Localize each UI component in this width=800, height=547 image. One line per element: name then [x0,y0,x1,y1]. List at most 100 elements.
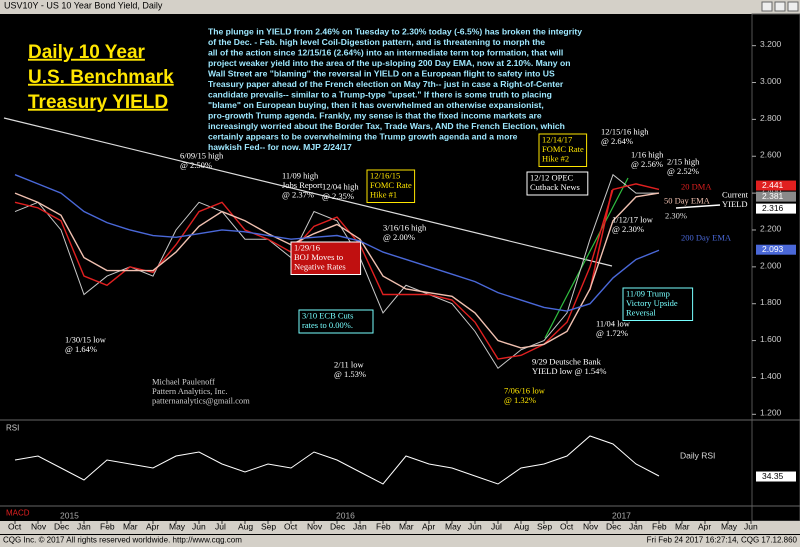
x-tick-label: Apr [698,521,711,531]
x-tick-label: Dec [606,521,622,531]
annotation: 1/12/17 low [612,214,654,224]
y-tick-label: 1.200 [760,408,782,418]
year-label: 2017 [612,510,631,520]
macd-label: MACD [6,509,30,518]
annotation: FOMC Rate [542,144,584,154]
annotation: Victory Upside [626,298,678,308]
series-label: 20 DMA [681,181,712,191]
annotation: 2/15 high [667,156,700,166]
x-tick-label: Jan [77,521,91,531]
x-tick-label: Nov [583,521,599,531]
annotation: 2.30% [665,210,687,220]
footer [0,535,800,547]
annotation: 9/29 Deutsche Bank [532,356,602,366]
x-tick-label: Jul [215,521,226,531]
price-tag [756,471,796,482]
close-button[interactable] [787,1,799,12]
annotation-box [290,241,362,275]
annotation: 11/04 low [596,318,631,328]
x-tick-label: Aug [238,521,253,531]
price-tag-label: 2.316 [762,203,784,213]
annotation: @ 1.72% [596,328,628,338]
annotation: 1/30/15 low [65,334,107,344]
year-label: 2016 [336,510,355,520]
x-tick-label: Dec [330,521,346,531]
y-tick-label: 2.600 [760,150,782,160]
commentary-line: Treasury paper ahead of the French elect… [208,79,564,89]
y-tick-label: 3.200 [760,39,782,49]
date-axis [0,521,800,534]
headline: Treasury YIELD [28,92,168,113]
y-tick-label: 2.200 [760,223,782,233]
window-title: USV10Y - US 10 Year Bond Yield, Daily [4,0,163,10]
x-tick-label: Jul [491,521,502,531]
commentary-line: project weaker yield into the area of th… [208,58,570,68]
y-tick-label: 3.000 [760,76,782,86]
commentary-line: "blame" on European buying, then it has … [208,100,544,110]
annotation: rates to 0.00%. [302,320,353,330]
x-tick-label: Oct [284,521,298,531]
x-tick-label: Feb [652,521,667,531]
title-bar [0,0,800,14]
x-tick-label: Jan [629,521,643,531]
trend-line [544,177,629,339]
annotation: @ 2.56% [631,159,663,169]
footer-right: Fri Feb 24 2017 16:27:14, CQG 17.12.860 [647,536,798,545]
x-tick-label: Jun [744,521,758,531]
x-tick-label: Jun [468,521,482,531]
price-tag-label: 2.093 [762,244,784,254]
annotation: 12/16/15 [370,170,400,180]
annotation: @ 2.35% [322,191,354,201]
annotation: Pattern Analytics, Inc. [152,386,228,396]
x-tick-label: Oct [560,521,574,531]
x-tick-label: Sep [537,521,552,531]
annotation: @ 1.53% [334,369,366,379]
annotation: 1/29/16 [294,242,320,252]
x-tick-label: Nov [31,521,47,531]
x-tick-label: Dec [54,521,70,531]
panel-subtitle: Daily RSI [680,450,715,460]
maximize-button[interactable] [774,1,786,12]
annotation: @ 2.52% [667,166,699,176]
annotation: 1/16 high [631,149,664,159]
x-tick-label: Jan [353,521,367,531]
commentary-line: certainly appears to be overwhelming the… [208,131,518,141]
annotation: @ 2.30% [612,224,644,234]
annotation: YIELD low @ 1.54% [532,366,606,376]
x-tick-label: May [721,521,738,531]
annotation: @ 2.37% [282,189,314,199]
annotation: Jobs Report [282,180,323,190]
x-tick-label: Mar [123,521,138,531]
series-line [14,174,660,312]
commentary-line: Wall Street are "blaming" the reversal i… [208,68,555,78]
annotation: 12/15/16 high [601,126,649,136]
annotation: 7/06/16 low [504,385,546,395]
x-tick-label: May [169,521,186,531]
x-tick-label: Mar [399,521,414,531]
commentary-line: of the Dec. - Feb. high level Coil-Diges… [208,37,545,47]
y-tick-label: 1.400 [760,371,782,381]
y-tick-label: 1.800 [760,297,782,307]
headline: Daily 10 Year [28,42,146,63]
x-tick-label: Aug [514,521,529,531]
annotation: Cutback News [530,182,580,192]
minimize-button[interactable] [761,1,773,12]
annotation: 11/09 high [282,170,319,180]
price-tag [756,191,796,202]
price-tag [756,180,796,191]
y-tick-label: 2.400 [760,187,782,197]
series-line [14,192,660,349]
x-tick-label: May [445,521,462,531]
annotation: @ 2.64% [601,136,633,146]
annotation: BOJ Moves to [294,252,343,262]
annotation: 12/14/17 [542,134,572,144]
price-tag-label: 2.441 [762,180,784,190]
annotation: 11/09 Trump [626,288,670,298]
annotation-box [526,171,589,196]
annotation: 12/04 high [322,181,359,191]
trend-line [3,117,613,267]
x-tick-label: Feb [376,521,391,531]
annotation: @ 1.32% [504,395,536,405]
annotation-box [538,133,588,167]
